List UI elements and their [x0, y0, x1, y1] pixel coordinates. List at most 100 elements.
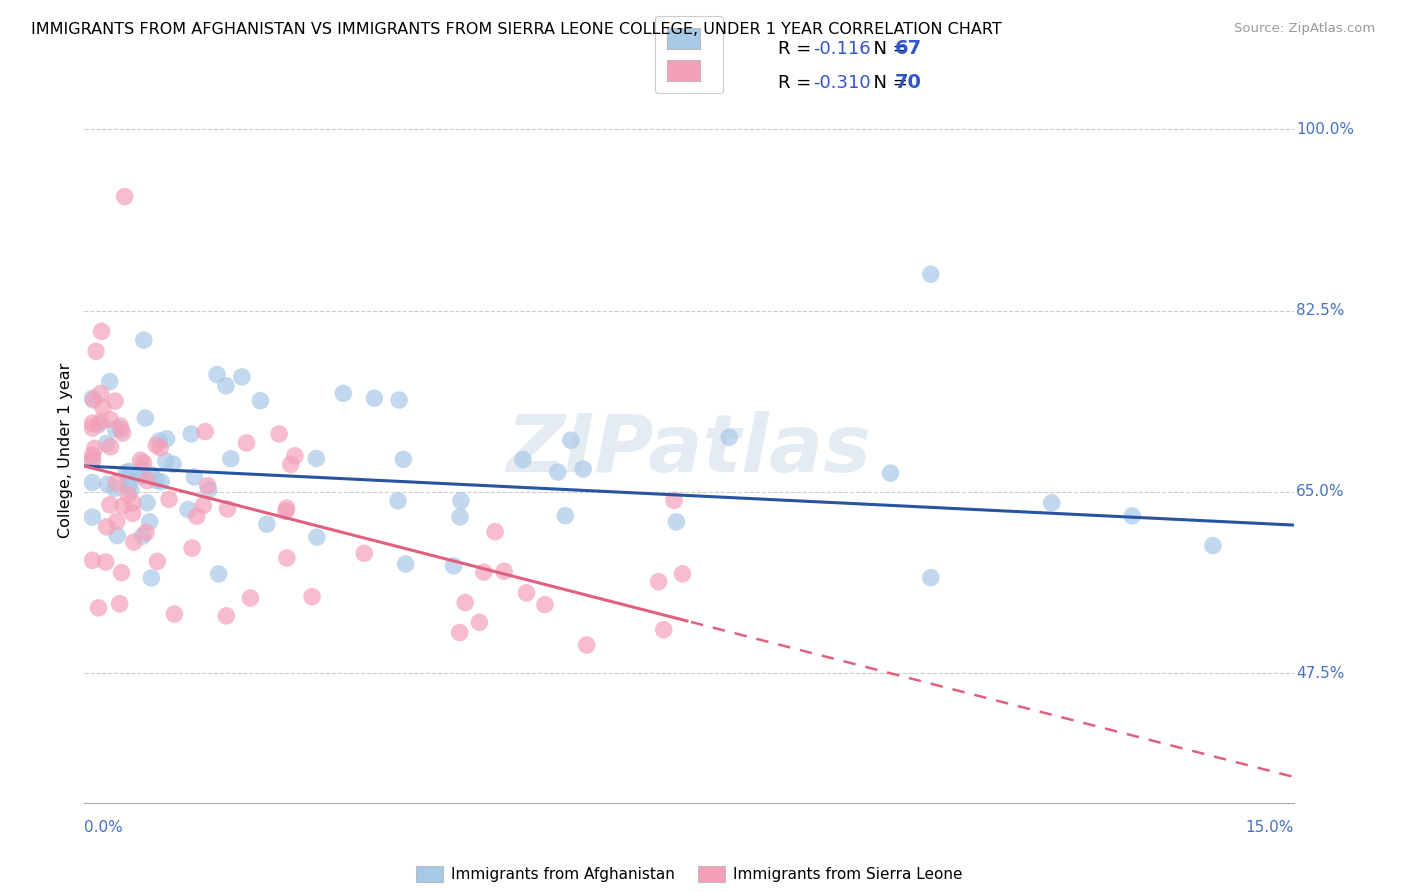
Point [105, 514, 128, 528]
Point [450, 493, 472, 508]
Y-axis label: College, Under 1 year: College, Under 1 year [58, 363, 73, 538]
Point [96, 520, 118, 534]
Point [115, 466, 138, 480]
Point [98, 375, 121, 389]
Point [269, 426, 291, 441]
Point [449, 625, 471, 640]
Point [332, 386, 354, 401]
Point [84, 344, 107, 359]
Point [1121, 508, 1143, 523]
Point [157, 492, 180, 507]
Point [494, 564, 516, 578]
Point [274, 504, 297, 518]
Point [305, 530, 328, 544]
Point [301, 590, 323, 604]
Point [472, 565, 495, 579]
Text: IMMIGRANTS FROM AFGHANISTAN VS IMMIGRANTS FROM SIERRA LEONE COLLEGE, UNDER 1 YEA: IMMIGRANTS FROM AFGHANISTAN VS IMMIGRANT… [31, 22, 1001, 37]
Point [105, 528, 128, 542]
Point [87, 600, 110, 615]
Point [146, 554, 169, 568]
Point [468, 615, 491, 630]
Text: 82.5%: 82.5% [1296, 303, 1344, 318]
Point [180, 426, 202, 441]
Point [305, 451, 328, 466]
Point [136, 496, 159, 510]
Point [110, 423, 132, 437]
Point [138, 515, 160, 529]
Point [110, 566, 132, 580]
Point [177, 502, 200, 516]
Point [104, 422, 127, 436]
Point [1202, 539, 1225, 553]
Point [449, 509, 471, 524]
Text: Source: ZipAtlas.com: Source: ZipAtlas.com [1234, 22, 1375, 36]
Legend: Immigrants from Afghanistan, Immigrants from Sierra Leone: Immigrants from Afghanistan, Immigrants … [409, 860, 969, 888]
Text: 100.0%: 100.0% [1296, 121, 1354, 136]
Point [136, 474, 159, 488]
Point [82, 510, 104, 524]
Point [652, 623, 675, 637]
Text: -0.116: -0.116 [813, 39, 870, 58]
Point [98, 498, 121, 512]
Point [394, 557, 416, 571]
Point [82, 553, 104, 567]
Point [205, 368, 228, 382]
Point [572, 462, 595, 476]
Point [110, 419, 132, 434]
Point [575, 638, 598, 652]
Point [235, 436, 257, 450]
Point [163, 607, 186, 621]
Point [82, 392, 104, 406]
Point [249, 393, 271, 408]
Point [155, 432, 177, 446]
Point [665, 515, 688, 529]
Point [148, 434, 170, 448]
Point [121, 496, 143, 510]
Point [82, 421, 104, 435]
Text: 47.5%: 47.5% [1296, 665, 1344, 681]
Point [215, 378, 238, 392]
Point [120, 483, 142, 497]
Point [197, 478, 219, 492]
Text: 67: 67 [894, 39, 921, 58]
Point [662, 493, 685, 508]
Point [121, 507, 143, 521]
Point [194, 425, 217, 439]
Point [186, 509, 208, 524]
Point [534, 598, 557, 612]
Point [515, 586, 537, 600]
Point [155, 454, 177, 468]
Point [90, 325, 112, 339]
Point [118, 472, 141, 486]
Point [512, 452, 534, 467]
Point [145, 438, 167, 452]
Point [276, 551, 298, 566]
Point [108, 597, 131, 611]
Point [100, 440, 122, 454]
Point [387, 493, 409, 508]
Text: R =: R = [778, 39, 817, 58]
Point [388, 392, 411, 407]
Point [162, 457, 184, 471]
Point [363, 391, 385, 405]
Point [183, 470, 205, 484]
Point [920, 571, 942, 585]
Point [284, 449, 307, 463]
Point [96, 436, 118, 450]
Point [122, 535, 145, 549]
Point [718, 430, 741, 444]
Point [231, 369, 253, 384]
Point [89, 415, 111, 429]
Point [280, 458, 302, 472]
Point [219, 451, 242, 466]
Point [82, 453, 104, 467]
Text: ZIPatlas: ZIPatlas [506, 411, 872, 490]
Point [671, 566, 693, 581]
Point [217, 502, 239, 516]
Point [132, 456, 155, 470]
Point [197, 483, 219, 497]
Point [207, 566, 229, 581]
Point [647, 574, 669, 589]
Text: 0.0%: 0.0% [84, 821, 124, 836]
Text: -0.310: -0.310 [813, 74, 870, 92]
